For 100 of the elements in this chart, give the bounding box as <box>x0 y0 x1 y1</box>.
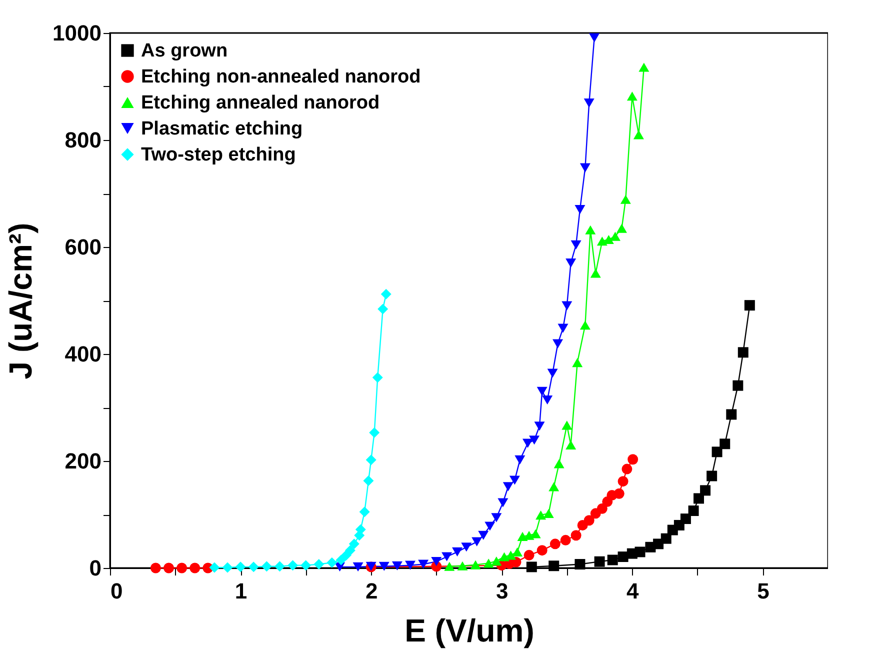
y-tick-label: 800 <box>64 128 102 152</box>
point <box>589 33 600 42</box>
point <box>261 561 272 572</box>
point <box>369 427 380 438</box>
point <box>326 557 338 568</box>
point <box>536 386 548 396</box>
y-tick-label: 0 <box>89 556 102 580</box>
point <box>554 459 564 468</box>
point <box>580 320 590 330</box>
point <box>522 438 533 448</box>
point <box>610 232 620 241</box>
point <box>150 562 161 574</box>
point <box>633 130 644 140</box>
point <box>442 552 452 562</box>
point <box>558 324 568 333</box>
point <box>706 470 718 482</box>
point <box>530 529 541 538</box>
point <box>694 493 704 504</box>
point <box>380 288 392 300</box>
point <box>176 562 188 574</box>
point <box>570 530 582 541</box>
point <box>222 562 233 573</box>
point <box>514 455 526 464</box>
legend-label: Plasmatic etching <box>141 118 303 140</box>
point <box>744 300 755 311</box>
point <box>585 225 596 234</box>
point <box>491 556 502 566</box>
point <box>566 440 576 450</box>
point <box>638 62 650 72</box>
point <box>680 514 691 524</box>
point <box>590 268 601 278</box>
point <box>628 454 638 465</box>
point <box>618 476 628 487</box>
point <box>483 558 494 568</box>
point <box>378 562 390 571</box>
point <box>336 554 346 566</box>
point <box>570 240 582 250</box>
point <box>596 503 608 514</box>
x-axis-title: E (V/um) <box>404 612 534 648</box>
point <box>543 508 554 518</box>
point <box>274 561 285 572</box>
point <box>348 538 360 550</box>
point <box>352 562 364 572</box>
point <box>584 515 594 526</box>
point <box>548 560 560 572</box>
legend-label: Etching annealed nanorod <box>141 92 380 114</box>
point <box>529 436 540 445</box>
point <box>378 304 388 314</box>
point <box>607 554 618 566</box>
point <box>314 559 324 570</box>
point <box>526 562 537 572</box>
x-tick-label: 5 <box>757 578 770 604</box>
point <box>536 510 546 520</box>
x-tick-label: 1 <box>234 578 248 604</box>
point <box>190 562 200 574</box>
point <box>536 545 548 556</box>
point <box>552 339 564 348</box>
point <box>491 513 502 522</box>
point <box>355 524 366 535</box>
point <box>472 537 482 546</box>
point <box>444 562 455 571</box>
point <box>572 358 583 368</box>
point <box>738 347 748 358</box>
point <box>499 552 510 562</box>
y-tick-label: 600 <box>64 234 102 260</box>
point <box>626 92 638 101</box>
point <box>622 464 632 474</box>
point <box>288 560 298 571</box>
y-tick-label: 200 <box>64 448 102 474</box>
x-tick-label: 4 <box>626 578 640 604</box>
point <box>700 485 711 496</box>
point <box>562 420 572 430</box>
x-tick-label: 3 <box>496 578 508 604</box>
point <box>560 534 571 546</box>
x-tick-label: 0 <box>110 578 123 604</box>
point <box>405 560 416 570</box>
legend-label: Two-step etching <box>141 144 296 166</box>
point <box>580 163 590 172</box>
point <box>164 562 174 574</box>
point <box>344 545 356 556</box>
point <box>502 482 514 492</box>
point <box>372 372 383 383</box>
point <box>566 258 576 268</box>
point <box>616 224 627 233</box>
point <box>550 538 560 550</box>
point <box>248 562 259 572</box>
point <box>524 550 534 560</box>
point <box>498 498 508 508</box>
point <box>300 560 312 571</box>
point <box>359 506 370 518</box>
point <box>418 560 429 569</box>
point <box>512 547 523 556</box>
point <box>547 368 558 378</box>
point <box>712 446 722 458</box>
point <box>584 98 594 108</box>
point <box>209 562 220 573</box>
point <box>562 301 572 310</box>
point <box>634 546 646 558</box>
point <box>542 395 553 405</box>
point <box>534 422 545 431</box>
